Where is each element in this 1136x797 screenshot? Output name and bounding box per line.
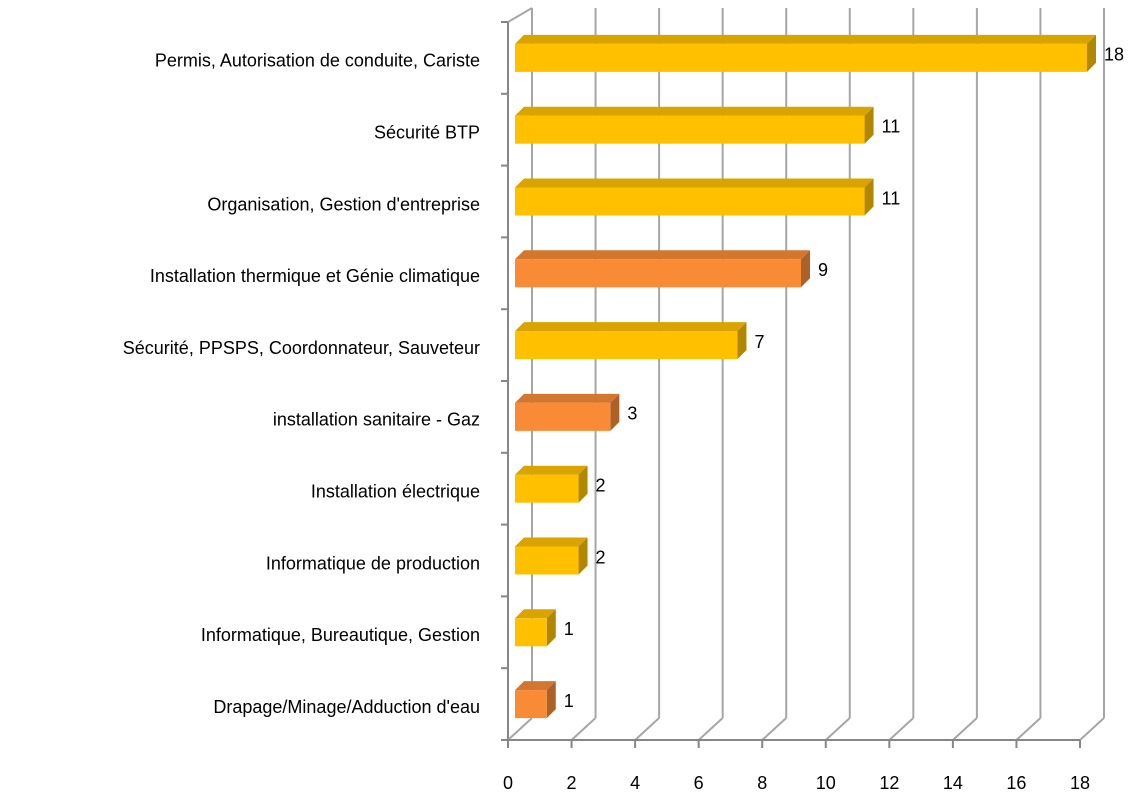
bar [515,115,865,144]
bar-side [864,106,874,144]
x-tick-label: 16 [1006,773,1026,793]
value-label: 2 [596,475,606,495]
x-tick-label: 6 [694,773,704,793]
bar-top [515,393,620,403]
value-label: 7 [754,332,764,352]
y-tick-label: Installation thermique et Génie climatiq… [150,266,480,286]
grid-floor-line [634,717,660,741]
y-tick-label: Sécurité, PPSPS, Coordonnateur, Sauveteu… [123,338,480,358]
grid-floor-line [697,717,724,741]
y-tick-label: Informatique de production [266,553,480,573]
bar [515,259,801,288]
bar-side [546,609,556,647]
x-tick-label: 2 [567,773,577,793]
bar-top [515,681,556,691]
value-label: 2 [596,547,606,567]
value-label: 3 [627,404,637,424]
bar-side [578,537,588,575]
bar-top [515,465,588,475]
grid-floor-line [1079,717,1105,741]
bar-side [578,465,588,503]
x-tick-label: 12 [879,773,899,793]
y-tick-label: installation sanitaire - Gaz [273,410,480,430]
bar [515,187,865,216]
x-tick-label: 14 [943,773,963,793]
y-tick-label: Installation électrique [311,481,480,501]
x-tick-label: 8 [757,773,767,793]
grid-floor-line [1015,717,1042,741]
bar-top [515,537,588,547]
bar [515,546,579,575]
bar-side [737,322,747,360]
grid-floor-line [888,717,915,741]
value-label: 9 [818,260,828,280]
grid-floor-line [825,717,851,741]
bar-side [1087,34,1096,72]
x-tick-label: 18 [1070,773,1090,793]
value-label: 18 [1104,45,1124,65]
left-wall-top [507,7,533,23]
value-label: 11 [882,188,901,208]
grid-floor-line [952,717,978,741]
x-tick-label: 10 [816,773,836,793]
bar [515,43,1087,72]
grid-floor-line [507,717,533,741]
bar-top [515,106,874,116]
bar [515,331,738,360]
bar-side [546,681,556,719]
x-tick-label: 4 [630,773,640,793]
grid-floor-line [761,717,787,741]
bar-top [515,178,874,188]
bar-top [515,250,810,260]
bar-top [515,322,747,332]
bar-side [610,393,620,431]
x-tick-label: 0 [503,773,513,793]
y-tick-label: Sécurité BTP [374,122,480,142]
bar [515,474,579,503]
bar-side [801,250,810,288]
value-label: 1 [564,691,574,711]
value-label: 1 [564,619,574,639]
value-label: 11 [882,116,901,136]
y-tick-label: Organisation, Gestion d'entreprise [207,194,480,214]
y-tick-label: Drapage/Minage/Adduction d'eau [213,697,480,717]
bar [515,618,547,647]
bar-top [515,609,556,619]
y-tick-label: Permis, Autorisation de conduite, Carist… [155,51,480,71]
bar [515,690,547,719]
bar-side [864,178,874,216]
grid-floor-line [570,717,597,741]
y-tick-label: Informatique, Bureautique, Gestion [201,625,480,645]
bar [515,402,611,431]
bar-top [515,34,1096,44]
